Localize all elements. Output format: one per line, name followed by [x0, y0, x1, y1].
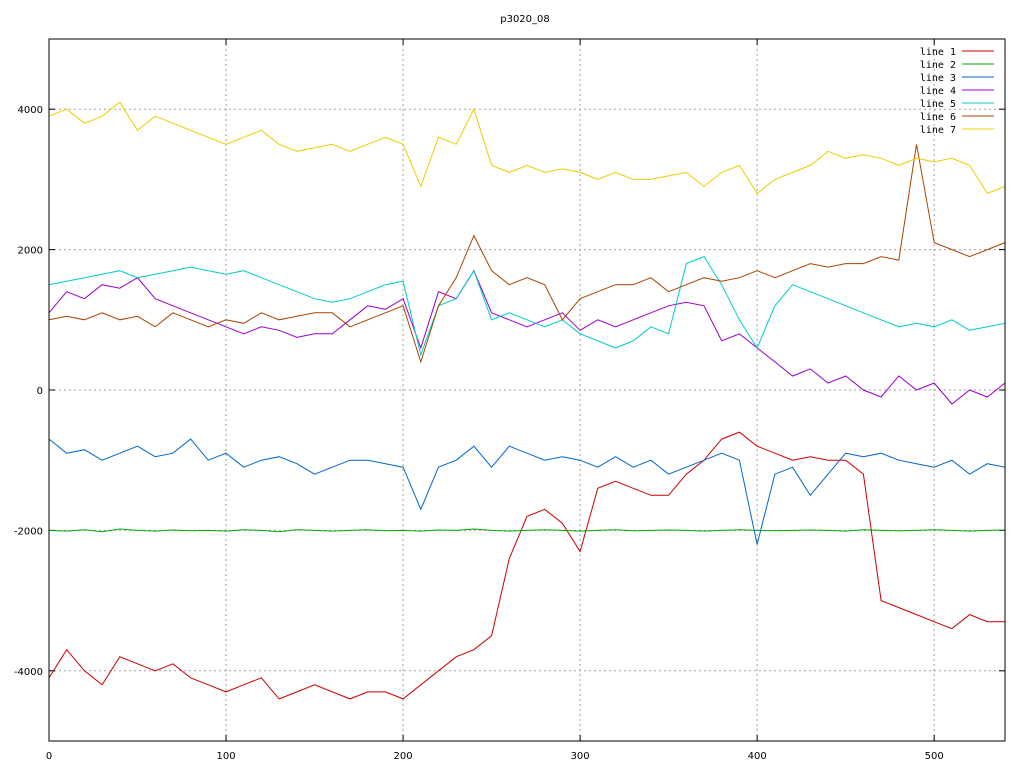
legend: line 1 line 2 line 3 line 4 line 5 line 6 line…	[920, 47, 994, 136]
x-tick-label: 300	[571, 751, 590, 762]
series-4-line	[48, 269, 1006, 552]
y-tick-label: -2000	[14, 526, 43, 537]
y-tick-label: -4000	[14, 667, 43, 678]
series-3-line	[48, 432, 1006, 545]
legend-label-6: line 6	[920, 112, 956, 123]
series-5-line	[48, 255, 1006, 426]
y-tick-label: 2000	[18, 246, 43, 257]
legend-label-5: line 5	[920, 99, 956, 110]
series-1-line	[48, 431, 1006, 700]
x-tick-label: 400	[748, 751, 767, 762]
series-2-line	[48, 526, 1006, 533]
legend-label-4: line 4	[920, 86, 956, 97]
x-tick-label: 500	[925, 751, 944, 762]
series-lines	[48, 101, 1006, 700]
axis-ticks: 0 100 200 300 400 500 -4000 -2000 0 2000 4000	[14, 39, 1005, 762]
y-tick-label: 4000	[18, 105, 43, 116]
chart-title: p3020_08	[500, 14, 550, 25]
legend-label-2: line 2	[920, 60, 956, 71]
legend-label-1: line 1	[920, 47, 956, 58]
x-tick-label: 0	[46, 751, 52, 762]
plot-frame	[48, 38, 1006, 742]
grid	[49, 39, 1005, 741]
series-7-line	[48, 101, 1006, 257]
series-6-line	[48, 109, 1006, 364]
legend-label-3: line 3	[920, 73, 956, 84]
x-tick-label: 200	[394, 751, 413, 762]
y-tick-label: 0	[37, 386, 43, 397]
x-tick-label: 100	[216, 751, 235, 762]
legend-label-7: line 7	[920, 125, 956, 136]
